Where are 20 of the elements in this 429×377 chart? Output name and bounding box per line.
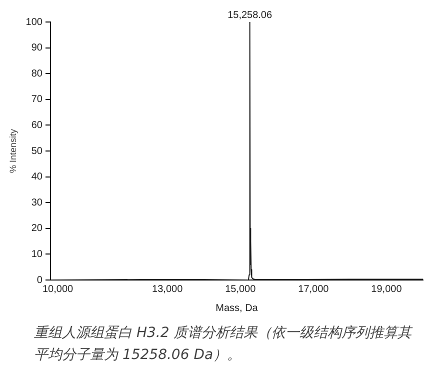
y-tick-label: 30 bbox=[31, 197, 43, 208]
x-tick-label: 13,000 bbox=[152, 284, 184, 295]
annotation: 15,258.06 bbox=[228, 10, 272, 21]
text: 重组人源组蛋白 H3.2 质谱分析结果（依一级结构序列推算其平均分子量为 15258.06 Da）。 bbox=[34, 324, 414, 365]
x-tick-label: 10,000 bbox=[42, 284, 74, 295]
x-tick-label: 15,000 bbox=[225, 284, 256, 295]
x-tick-label: 19,000 bbox=[371, 284, 402, 295]
x-tick-label: 17,000 bbox=[298, 284, 330, 295]
y-tick-label: 90 bbox=[31, 42, 43, 54]
y-tick-label: 60 bbox=[31, 120, 43, 131]
y-tick-label: 100 bbox=[26, 16, 43, 28]
y-tick-label: 80 bbox=[31, 68, 43, 80]
y-tick-label: 70 bbox=[31, 94, 43, 106]
x-axis-title: Mass, Da bbox=[216, 302, 258, 314]
y-tick-label: 50 bbox=[31, 146, 43, 157]
y-axis-title: % Intensity bbox=[8, 128, 18, 174]
y-tick-label: 20 bbox=[31, 223, 43, 234]
y-tick-label: 40 bbox=[31, 172, 43, 183]
y-tick-label: 10 bbox=[31, 248, 43, 260]
y-tick-label: 0 bbox=[36, 274, 43, 286]
